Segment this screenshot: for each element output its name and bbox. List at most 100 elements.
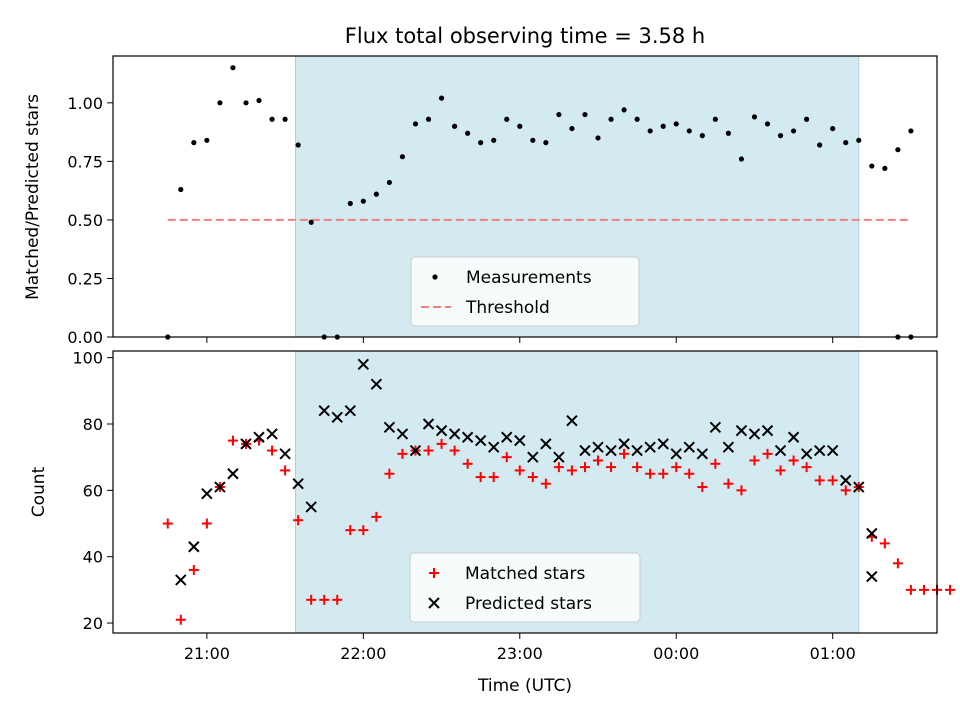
matched-star-point <box>892 558 903 569</box>
predicted-star-point <box>748 428 761 440</box>
predicted-star-point <box>514 434 526 447</box>
predicted-star-point <box>488 441 500 453</box>
measurement-point <box>856 137 862 143</box>
count-panel: Count Time (UTC) 20 40 60 80 100 21:00 22:00 2… <box>29 349 956 696</box>
matched-star-point <box>671 462 682 473</box>
ratio-plot-frame <box>112 55 938 338</box>
matched-star-point <box>619 448 630 459</box>
measurement-point <box>360 198 366 204</box>
predicted-star-point <box>657 438 669 450</box>
matched-star-point <box>449 445 460 456</box>
predicted-star-point <box>527 451 539 463</box>
measurement-point <box>412 121 419 127</box>
measurement-point <box>517 123 523 129</box>
measurement-point <box>595 135 601 141</box>
measurement-point <box>478 140 484 146</box>
matched-star-point <box>775 465 786 476</box>
matched-star-point <box>280 465 291 476</box>
measurement-point <box>491 137 497 143</box>
predicted-star-point <box>357 358 370 370</box>
matched-star-point <box>267 445 278 456</box>
measurement-point <box>608 116 614 122</box>
legend-marker-dot <box>432 274 438 280</box>
ratio-y-tick-label: 1.00 <box>67 94 103 113</box>
predicted-star-point <box>540 438 552 450</box>
legend-label: Matched stars <box>465 564 585 584</box>
matched-star-point <box>540 478 551 489</box>
measurement-point <box>673 121 679 127</box>
matched-star-point <box>553 462 564 473</box>
matched-star-point <box>658 468 669 479</box>
matched-star-point <box>227 435 238 446</box>
predicted-star-point <box>201 487 213 500</box>
measurement-point <box>217 100 223 106</box>
matched-star-point <box>358 525 369 536</box>
matched-star-point <box>879 538 890 549</box>
matched-star-point <box>697 482 708 493</box>
measurement-point <box>882 165 888 171</box>
predicted-star-point <box>422 418 435 430</box>
predicted-star-point <box>188 541 200 553</box>
measurement-point <box>804 116 810 122</box>
matched-star-point <box>162 518 173 529</box>
predicted-star-point <box>826 444 839 457</box>
measurement-point <box>438 95 445 101</box>
count-x-axis-label: Time (UTC) <box>477 676 572 696</box>
matched-star-point <box>632 462 643 473</box>
count-x-tick-label: 00:00 <box>653 644 699 663</box>
matched-star-point <box>905 584 916 595</box>
measurement-point <box>908 128 914 134</box>
predicted-star-point <box>709 421 722 434</box>
matched-star-point <box>319 594 330 605</box>
measurement-point <box>282 116 288 122</box>
predicted-star-point <box>435 424 448 437</box>
count-legend: Matched stars Predicted stars <box>409 552 641 623</box>
matched-star-point <box>593 455 604 466</box>
legend-label: Threshold <box>465 298 550 318</box>
measurement-point <box>725 130 731 136</box>
measurement-point <box>530 137 536 143</box>
matched-star-point <box>606 462 617 473</box>
ratio-y-tick-label: 0.25 <box>67 269 103 288</box>
matched-star-point <box>710 458 721 469</box>
count-y-tick-label: 100 <box>72 349 103 368</box>
matched-star-point <box>371 511 382 522</box>
matched-star-point <box>462 458 473 469</box>
measurement-point <box>256 97 262 104</box>
matched-star-point <box>814 475 825 486</box>
predicted-star-point <box>370 378 383 390</box>
predicted-star-point <box>344 405 356 417</box>
count-y-tick-label: 20 <box>83 614 103 633</box>
predicted-star-point <box>175 574 187 586</box>
legend-marker-x <box>428 597 440 609</box>
matched-star-point <box>736 485 747 496</box>
matched-star-point <box>345 525 356 536</box>
matched-star-point <box>397 448 408 459</box>
matched-star-point <box>332 594 343 605</box>
matched-star-point <box>918 584 929 595</box>
measurement-point <box>230 65 236 71</box>
measurement-point <box>243 100 249 106</box>
measurement-point <box>647 128 653 134</box>
measurement-point <box>269 116 275 122</box>
predicted-star-point <box>448 428 461 440</box>
predicted-star-point <box>696 448 709 460</box>
predicted-star-point <box>305 501 317 513</box>
predicted-star-point <box>409 444 422 457</box>
measurement-point <box>712 116 718 122</box>
predicted-star-point <box>605 444 617 457</box>
predicted-star-point <box>866 570 878 583</box>
measurement-point <box>425 116 432 122</box>
measurement-point <box>621 107 627 113</box>
predicted-star-point <box>501 431 513 443</box>
matched-star-point <box>645 468 656 479</box>
predicted-star-point <box>787 431 800 443</box>
count-x-tick-label: 22:00 <box>340 644 386 663</box>
measurement-point <box>764 121 771 127</box>
count-y-tick-label: 80 <box>83 415 103 434</box>
predicted-star-point <box>461 431 474 443</box>
predicted-star-point <box>553 451 565 463</box>
matched-star-point <box>293 515 304 526</box>
measurement-point <box>569 125 575 132</box>
matched-star-point <box>488 472 499 483</box>
